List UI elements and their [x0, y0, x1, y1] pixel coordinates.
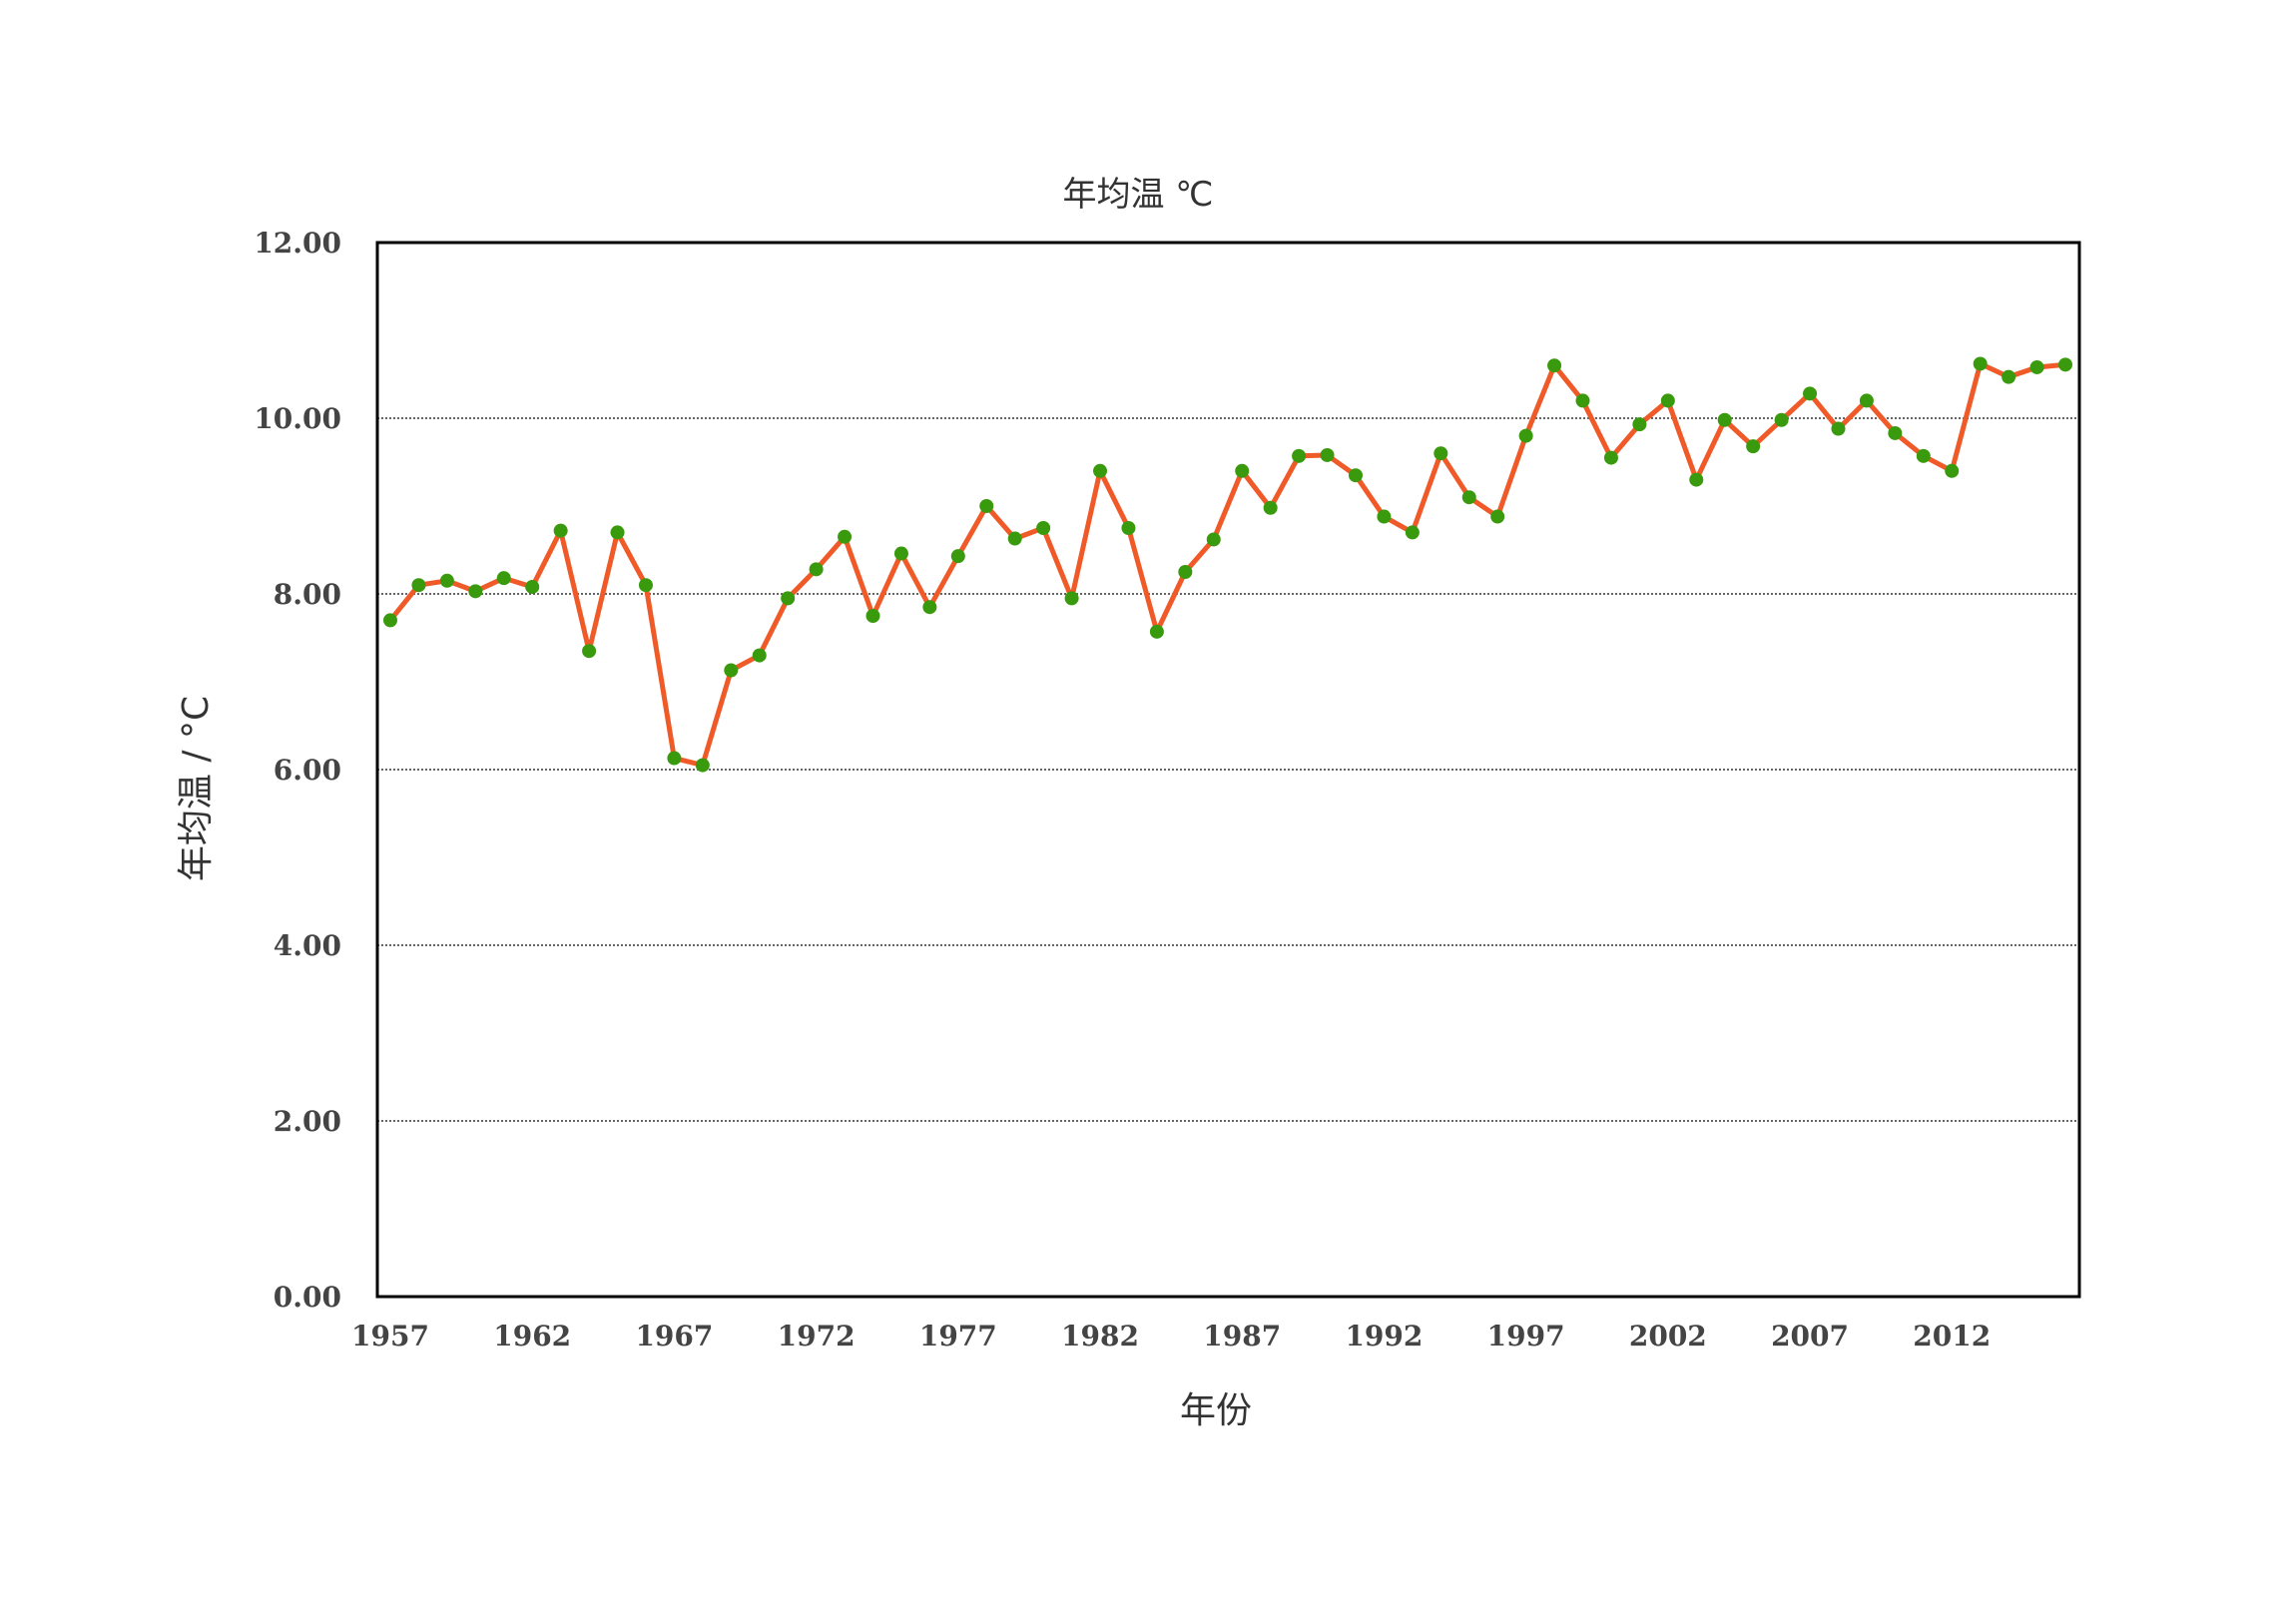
data-point	[383, 613, 397, 628]
x-tick-label: 1997	[1487, 1320, 1565, 1353]
data-point	[1575, 393, 1590, 408]
x-tick-label: 1962	[493, 1320, 571, 1353]
data-point	[781, 591, 796, 606]
data-point	[610, 525, 625, 540]
plot-area-frame	[375, 241, 2081, 1299]
data-point	[1859, 393, 1874, 408]
chart-title: 年均温 ℃	[1063, 175, 1214, 215]
data-point	[1121, 521, 1136, 535]
data-point	[1377, 509, 1392, 524]
data-point	[809, 562, 824, 577]
data-point	[582, 644, 597, 659]
y-tick-label: 2.00	[274, 1105, 341, 1138]
data-point	[553, 523, 568, 538]
data-point	[1093, 463, 1108, 478]
data-point	[979, 499, 994, 513]
data-point	[1717, 412, 1732, 427]
data-point	[468, 584, 483, 599]
data-point	[1320, 447, 1335, 462]
data-point	[1490, 509, 1505, 524]
x-tick-labels: 1957 1962 1967 1972 1977 1982 1987 1992 1997 2002…	[351, 1320, 1991, 1353]
data-point	[922, 600, 937, 615]
x-tick-label: 1987	[1203, 1320, 1281, 1353]
y-tick-label: 6.00	[274, 754, 341, 787]
data-point	[1660, 393, 1675, 408]
data-point	[865, 609, 880, 623]
y-tick-label: 10.00	[254, 402, 341, 435]
data-point	[1746, 439, 1761, 454]
data-point	[724, 663, 739, 678]
x-tick-label: 1992	[1345, 1320, 1423, 1353]
y-axis-title: 年均温 / °C	[176, 696, 217, 881]
data-point	[950, 549, 965, 564]
data-point	[1149, 624, 1164, 639]
data-point	[2029, 359, 2044, 374]
data-point	[439, 573, 454, 588]
y-tick-label: 8.00	[274, 578, 341, 611]
data-point	[1292, 448, 1307, 463]
data-point	[893, 546, 908, 561]
data-point	[1348, 468, 1363, 483]
x-tick-label: 1977	[919, 1320, 997, 1353]
data-point	[1178, 565, 1193, 579]
data-point	[1007, 531, 1022, 546]
data-point	[1206, 532, 1221, 547]
data-point	[525, 579, 540, 594]
data-point	[1916, 448, 1931, 463]
data-point	[1434, 446, 1448, 461]
gridlines	[377, 417, 2079, 1122]
data-point	[838, 529, 853, 544]
y-tick-label: 0.00	[274, 1281, 341, 1314]
data-point	[1888, 425, 1903, 440]
data-point	[1603, 450, 1618, 465]
x-tick-label: 2007	[1771, 1320, 1849, 1353]
data-point	[496, 571, 511, 586]
data-point	[1461, 490, 1476, 505]
data-point	[411, 578, 426, 593]
y-tick-labels: 0.00 2.00 4.00 6.00 8.00 10.00 12.00	[254, 227, 341, 1314]
data-point	[1518, 428, 1533, 443]
x-tick-label: 1957	[351, 1320, 429, 1353]
data-point	[1831, 421, 1846, 436]
data-point	[1945, 463, 1960, 478]
x-tick-label: 2012	[1913, 1320, 1991, 1353]
data-point	[2002, 369, 2016, 384]
data-point	[1803, 386, 1818, 401]
data-point	[638, 578, 653, 593]
data-point	[1774, 412, 1789, 427]
x-tick-label: 1972	[778, 1320, 856, 1353]
data-point	[752, 648, 767, 663]
x-tick-label: 1982	[1061, 1320, 1139, 1353]
data-point	[1064, 591, 1079, 606]
x-tick-label: 1967	[635, 1320, 713, 1353]
data-point	[1689, 472, 1704, 487]
data-point	[695, 758, 710, 773]
data-point	[2058, 357, 2072, 372]
data-point	[1973, 356, 1988, 371]
data-point	[1235, 463, 1250, 478]
data-point	[1632, 417, 1647, 432]
y-tick-label: 4.00	[274, 929, 341, 962]
data-point	[1263, 500, 1278, 515]
data-point	[1036, 521, 1051, 535]
x-tick-label: 2002	[1629, 1320, 1707, 1353]
y-tick-label: 12.00	[254, 227, 341, 260]
series-line	[388, 360, 2066, 769]
data-point	[1405, 525, 1420, 540]
x-axis-title: 年份	[1180, 1390, 1252, 1431]
series-temperature	[383, 356, 2072, 773]
data-point	[667, 751, 682, 766]
data-point	[1547, 358, 1562, 373]
